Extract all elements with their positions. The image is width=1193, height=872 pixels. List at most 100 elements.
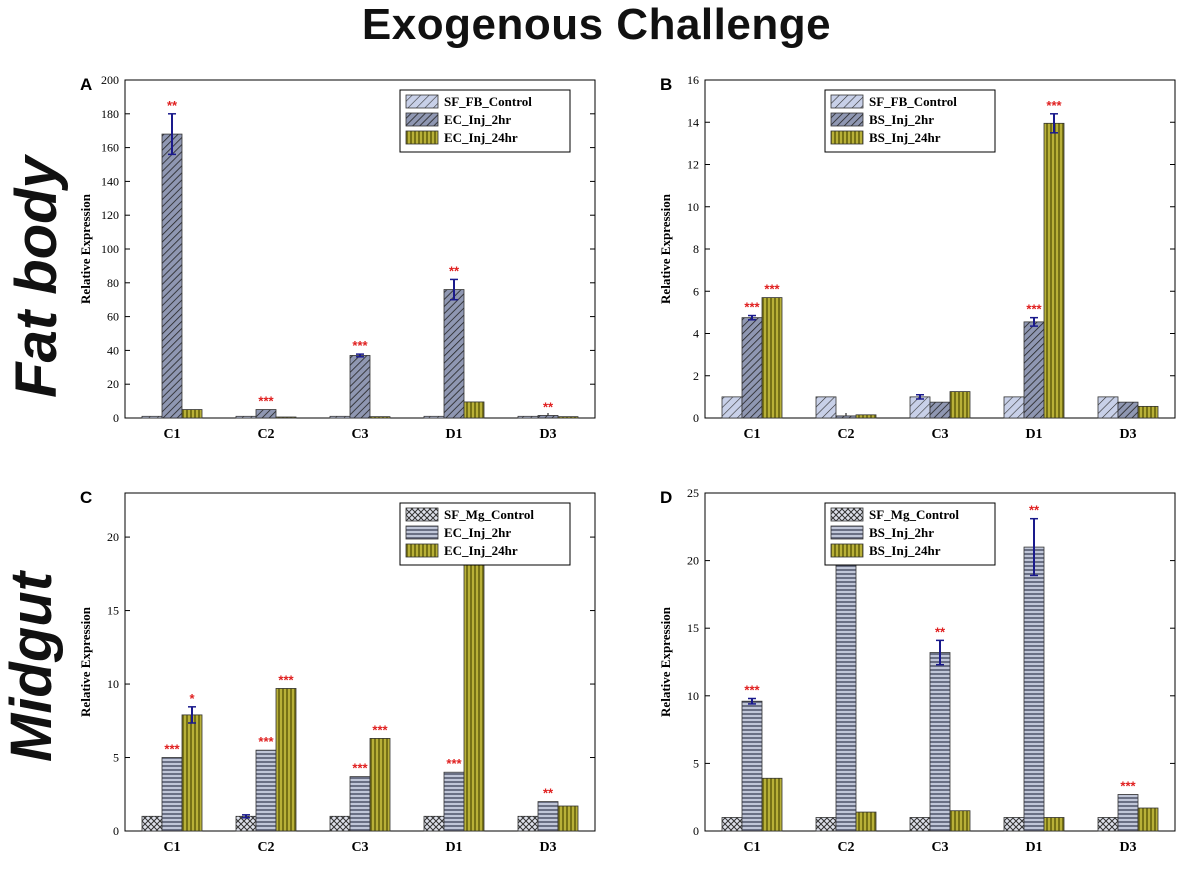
significance-marker: *** bbox=[744, 300, 760, 315]
bar bbox=[1023, 546, 1045, 832]
bar bbox=[537, 415, 559, 419]
bar bbox=[761, 297, 783, 419]
y-tick-label: 6 bbox=[693, 284, 699, 298]
panel-letter: D bbox=[660, 488, 672, 507]
legend-swatch bbox=[830, 112, 864, 127]
y-tick-label: 14 bbox=[687, 115, 699, 129]
bar bbox=[741, 317, 763, 419]
legend-label: BS_Inj_2hr bbox=[869, 112, 934, 127]
y-tick-label: 10 bbox=[687, 689, 699, 703]
bar bbox=[329, 415, 351, 419]
x-tick-label: C3 bbox=[351, 840, 368, 855]
x-tick-label: D3 bbox=[539, 427, 556, 442]
bar bbox=[275, 688, 297, 832]
x-tick-label: D3 bbox=[1119, 427, 1136, 442]
row-label-midgut: Midgut bbox=[0, 571, 64, 762]
y-axis-label: Relative Expression bbox=[658, 606, 673, 717]
bar bbox=[181, 409, 203, 419]
bar bbox=[369, 738, 391, 832]
bar bbox=[349, 776, 371, 832]
bar bbox=[443, 289, 465, 419]
bar bbox=[1137, 405, 1159, 419]
y-tick-label: 40 bbox=[107, 343, 119, 357]
bar bbox=[855, 414, 877, 419]
row-label-fat-body: Fat body bbox=[4, 156, 69, 398]
bar bbox=[835, 415, 857, 419]
legend: SF_Mg_Control BS_Inj_2hr BS_Inj_24hr bbox=[824, 502, 996, 566]
x-tick-label: C1 bbox=[163, 840, 180, 855]
bar bbox=[1117, 794, 1139, 832]
panel-letter: A bbox=[80, 75, 92, 94]
y-tick-label: 5 bbox=[113, 751, 119, 765]
x-tick-label: C3 bbox=[351, 427, 368, 442]
significance-marker: *** bbox=[764, 282, 780, 297]
y-tick-label: 20 bbox=[687, 554, 699, 568]
legend-swatch bbox=[405, 112, 439, 127]
significance-marker: *** bbox=[164, 742, 180, 757]
significance-marker: ** bbox=[543, 399, 554, 414]
chart-panel-a: A 0 20 40 60 80 100 120 140 160 180 200 Relative Exp… bbox=[78, 73, 596, 442]
y-tick-label: 25 bbox=[687, 486, 699, 500]
legend-label: EC_Inj_2hr bbox=[444, 525, 511, 540]
x-tick-label: D1 bbox=[1025, 840, 1042, 855]
bar bbox=[1043, 817, 1065, 832]
y-tick-label: 100 bbox=[101, 242, 119, 256]
bar bbox=[141, 815, 163, 832]
y-tick-label: 8 bbox=[693, 242, 699, 256]
bar bbox=[761, 777, 783, 832]
y-tick-label: 20 bbox=[107, 377, 119, 391]
x-tick-label: D3 bbox=[1119, 840, 1136, 855]
significance-marker: *** bbox=[352, 761, 368, 776]
bar bbox=[1003, 396, 1025, 419]
y-tick-label: 160 bbox=[101, 141, 119, 155]
bar bbox=[909, 817, 931, 832]
y-tick-label: 16 bbox=[687, 73, 699, 87]
bar bbox=[1043, 122, 1065, 419]
x-tick-label: D3 bbox=[539, 840, 556, 855]
y-tick-label: 15 bbox=[107, 604, 119, 618]
bar bbox=[1117, 401, 1139, 419]
x-tick-label: C3 bbox=[931, 840, 948, 855]
legend-swatch bbox=[830, 525, 864, 540]
bar bbox=[141, 415, 163, 419]
significance-marker: *** bbox=[1026, 302, 1042, 317]
x-tick-label: C1 bbox=[743, 840, 760, 855]
y-tick-label: 200 bbox=[101, 73, 119, 87]
bar bbox=[1097, 817, 1119, 832]
bar bbox=[855, 811, 877, 832]
y-tick-label: 0 bbox=[113, 411, 119, 425]
bar bbox=[909, 396, 931, 419]
x-tick-label: C1 bbox=[163, 427, 180, 442]
legend-label: EC_Inj_24hr bbox=[444, 130, 518, 145]
bar bbox=[815, 817, 837, 832]
legend-label: BS_Inj_24hr bbox=[869, 543, 941, 558]
legend: SF_FB_Control EC_Inj_2hr EC_Inj_24hr bbox=[399, 89, 571, 153]
legend-label: SF_FB_Control bbox=[869, 94, 957, 109]
y-tick-label: 10 bbox=[107, 677, 119, 691]
bar bbox=[949, 391, 971, 419]
bar bbox=[1137, 807, 1159, 832]
y-tick-label: 10 bbox=[687, 200, 699, 214]
bar bbox=[423, 815, 445, 832]
y-axis-label: Relative Expression bbox=[78, 606, 93, 717]
legend-swatch bbox=[405, 507, 439, 522]
y-tick-label: 0 bbox=[693, 411, 699, 425]
significance-marker: *** bbox=[446, 756, 462, 771]
bar bbox=[741, 700, 763, 832]
x-tick-label: C2 bbox=[257, 427, 274, 442]
significance-marker: ** bbox=[543, 786, 554, 801]
panel-letter: B bbox=[660, 75, 672, 94]
legend-swatch bbox=[830, 94, 864, 109]
y-tick-label: 12 bbox=[687, 158, 699, 172]
significance-marker: *** bbox=[258, 394, 274, 409]
x-tick-label: D1 bbox=[445, 840, 462, 855]
x-tick-label: C2 bbox=[837, 427, 854, 442]
bar bbox=[329, 815, 351, 832]
legend-swatch bbox=[405, 94, 439, 109]
y-tick-label: 120 bbox=[101, 208, 119, 222]
bar bbox=[1003, 817, 1025, 832]
bar bbox=[255, 749, 277, 832]
bar bbox=[929, 652, 951, 832]
significance-marker: ** bbox=[935, 624, 946, 639]
